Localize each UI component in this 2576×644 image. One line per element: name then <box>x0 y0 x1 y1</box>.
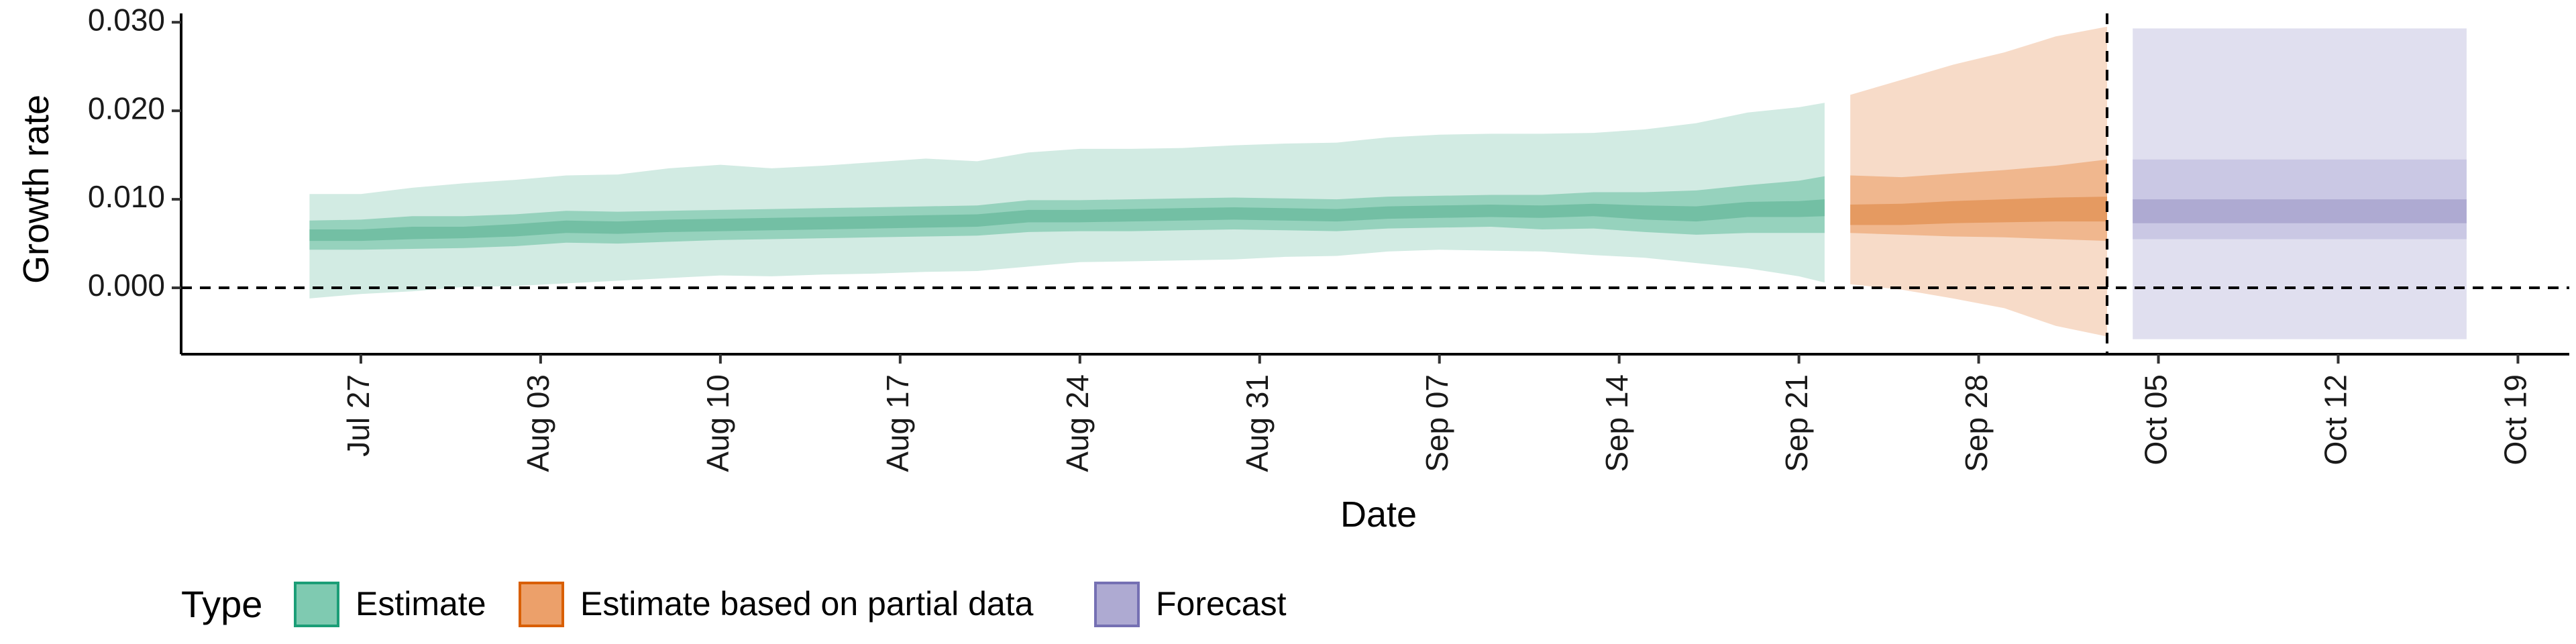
x-tick-label-1: Aug 03 <box>521 374 555 472</box>
series-0 <box>309 103 1825 299</box>
y-tick-label-2: 0.020 <box>88 91 165 125</box>
x-tick-label-10: Oct 05 <box>2139 374 2174 466</box>
series-1 <box>1850 26 2107 337</box>
series-1-band-20 <box>1850 197 2107 225</box>
x-axis: Jul 27 Aug 03 Aug 10 Aug 17 Aug 24 Aug 31 Sep … <box>181 353 2569 472</box>
legend-label-2: Forecast <box>1156 585 1287 623</box>
x-tick-label-2: Aug 10 <box>700 374 735 472</box>
legend: Type Estimate Estimate based on partial d… <box>181 582 1287 627</box>
x-tick-label-8: Sep 21 <box>1779 374 1814 472</box>
y-axis: 0.000 0.010 0.020 0.030 <box>88 2 182 354</box>
legend-key-0 <box>294 582 339 627</box>
series-2-band-20 <box>2133 199 2467 223</box>
x-tick-label-7: Sep 14 <box>1599 374 1634 472</box>
x-tick-label-11: Oct 12 <box>2318 374 2353 466</box>
x-tick-label-3: Aug 17 <box>880 374 915 472</box>
x-tick-label-5: Aug 31 <box>1240 374 1275 472</box>
series-2 <box>2133 28 2467 339</box>
y-tick-label-0: 0.000 <box>88 268 165 303</box>
x-tick-label-4: Aug 24 <box>1060 374 1095 472</box>
legend-title: Type <box>181 583 262 625</box>
plot-area <box>181 13 2569 354</box>
y-tick-label-1: 0.010 <box>88 179 165 214</box>
legend-label-1: Estimate based on partial data <box>580 585 1034 623</box>
series-0-band-20 <box>309 199 1825 241</box>
x-axis-title: Date <box>1340 494 1417 535</box>
x-tick-label-6: Sep 07 <box>1419 374 1454 472</box>
y-tick-label-3: 0.030 <box>88 2 165 37</box>
legend-label-0: Estimate <box>356 585 486 623</box>
legend-key-2 <box>1094 582 1140 627</box>
x-tick-label-9: Sep 28 <box>1959 374 1994 472</box>
x-tick-label-0: Jul 27 <box>341 374 376 457</box>
legend-key-1 <box>519 582 564 627</box>
y-axis-title: Growth rate <box>16 95 56 284</box>
x-tick-label-12: Oct 19 <box>2498 374 2533 466</box>
